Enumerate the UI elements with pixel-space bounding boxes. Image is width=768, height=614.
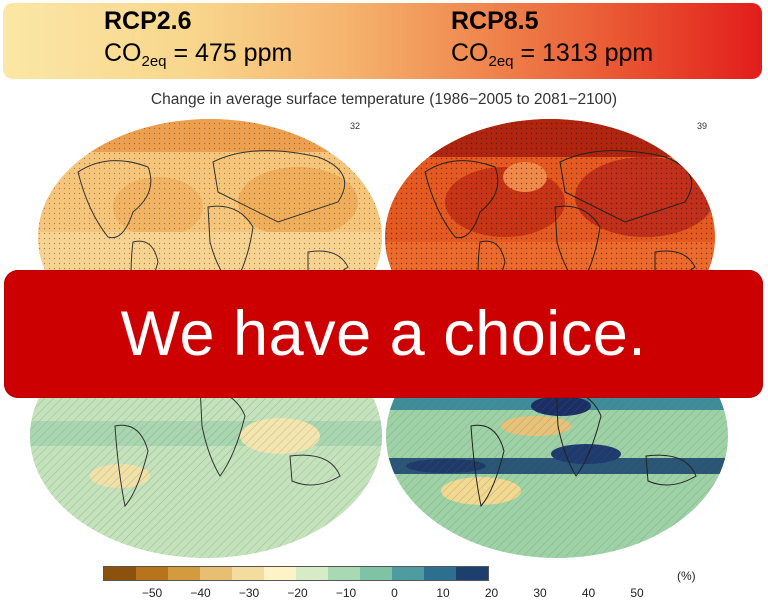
rcp85-name: RCP8.5: [451, 7, 539, 35]
colorbar-tick-label: −10: [335, 586, 357, 600]
rcp26-temperature-map: 32: [38, 119, 382, 282]
colorbar-swatch: [264, 567, 296, 580]
colorbar-tick-label: −50: [141, 586, 163, 600]
rcp26-map-count: 32: [350, 121, 360, 131]
rcp26-label: RCP2.6 CO2eq = 475 ppm: [104, 4, 292, 77]
colorbar-tick-label: −30: [238, 586, 260, 600]
colorbar-swatch: [328, 567, 360, 580]
colorbar-unit: (%): [677, 569, 696, 583]
rcp26-precipitation-map: [30, 396, 382, 558]
colorbar-swatch: [168, 567, 200, 580]
rcp26-name: RCP2.6: [104, 7, 192, 35]
scenario-banner: [3, 3, 762, 79]
colorbar: [103, 566, 489, 581]
rcp85-label: RCP8.5 CO2eq = 1313 ppm: [451, 4, 653, 77]
colorbar-swatch: [232, 567, 264, 580]
colorbar-swatch: [456, 567, 488, 580]
colorbar-tick-label: 0: [391, 586, 398, 600]
colorbar-tick-label: 40: [581, 586, 596, 600]
colorbar-swatch: [424, 567, 456, 580]
colorbar-tick-label: 20: [484, 586, 499, 600]
map-title: Change in average surface temperature (1…: [150, 91, 618, 108]
colorbar-tick-label: −40: [190, 586, 211, 600]
rcp85-precipitation-map: [386, 396, 728, 558]
colorbar-tick-label: −20: [287, 586, 308, 600]
colorbar-swatch: [200, 567, 232, 580]
rcp85-temperature-map: 39: [385, 119, 715, 282]
colorbar-tick-label: 30: [533, 586, 547, 600]
colorbar-swatch: [104, 567, 136, 580]
colorbar-swatch: [392, 567, 424, 580]
choice-banner: We have a choice.: [4, 270, 763, 398]
colorbar-swatch: [296, 567, 328, 580]
colorbar-swatch: [360, 567, 392, 580]
rcp85-co2: CO2eq = 1313 ppm: [451, 39, 654, 70]
colorbar-tick-label: 50: [630, 586, 644, 600]
rcp26-co2: CO2eq = 475 ppm: [104, 39, 293, 70]
colorbar-tick-label: 10: [436, 586, 450, 600]
rcp85-map-count: 39: [697, 121, 707, 131]
choice-text: We have a choice.: [120, 299, 647, 369]
colorbar-swatch: [136, 567, 168, 580]
